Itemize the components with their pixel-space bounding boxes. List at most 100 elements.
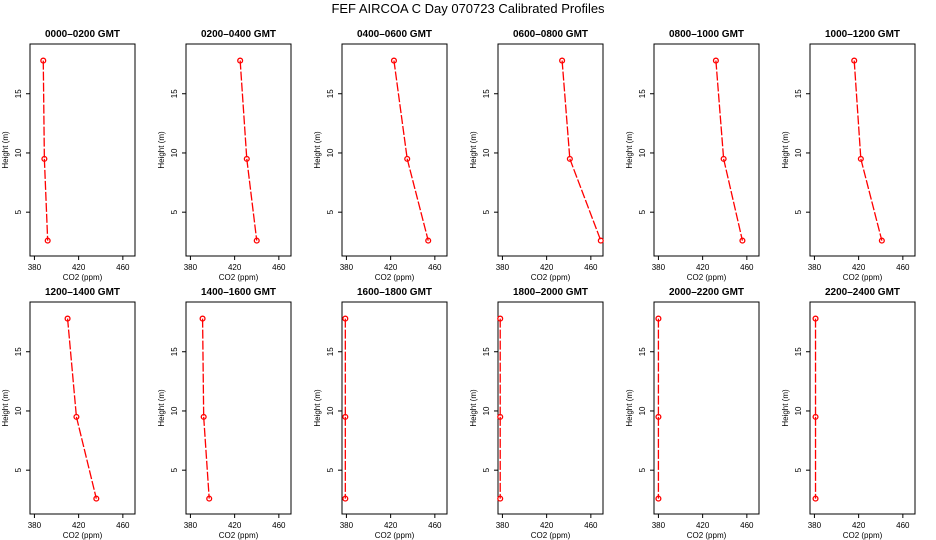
profile-data-point	[40, 57, 47, 64]
profile-line-segment	[722, 158, 744, 241]
profile-data-point	[206, 495, 213, 502]
y-tick-label: 10	[14, 148, 23, 157]
panel-title: 1800–2000 GMT	[513, 287, 588, 298]
profile-data-point	[404, 155, 411, 162]
x-tick-label: 420	[384, 521, 398, 530]
y-axis-label: Height (m)	[313, 131, 322, 169]
profile-data-point	[64, 315, 71, 322]
y-tick-label: 10	[326, 148, 335, 157]
x-tick-label: 420	[852, 263, 866, 272]
y-tick-label: 10	[326, 406, 335, 415]
x-tick-label: 380	[652, 263, 666, 272]
profile-data-point	[237, 57, 244, 64]
profile-line-segment	[860, 158, 883, 241]
plot-frame	[653, 301, 760, 515]
y-tick-label: 5	[170, 467, 179, 472]
x-axis-label: CO2 (ppm)	[843, 531, 883, 540]
profile-panel: 0600–0800 GMT 380 420 460 5 10 15 CO2 (ppm) Heig…	[469, 29, 604, 282]
y-tick-label: 5	[170, 209, 179, 214]
profile-data-point	[655, 495, 662, 502]
panel-title: 0200–0400 GMT	[201, 29, 276, 40]
y-axis-label: Height (m)	[625, 131, 634, 169]
x-tick-label: 460	[116, 263, 130, 272]
y-tick-label: 10	[638, 406, 647, 415]
y-axis-label: Height (m)	[1, 131, 10, 169]
profile-line-segment	[569, 158, 602, 241]
y-axis-label: Height (m)	[469, 131, 478, 169]
y-axis-label: Height (m)	[157, 131, 166, 169]
y-tick-label: 10	[482, 148, 491, 157]
profile-line-segment	[75, 416, 97, 499]
profile-panel: 0000–0200 GMT 380 420 460 5 10 15 CO2 (ppm) Heig…	[1, 29, 136, 282]
x-axis-label: CO2 (ppm)	[531, 531, 571, 540]
panel-title: 1200–1400 GMT	[45, 287, 120, 298]
plot-frame	[341, 301, 448, 515]
x-axis-label: CO2 (ppm)	[375, 273, 415, 282]
y-tick-label: 5	[794, 209, 803, 214]
panel-title: 1400–1600 GMT	[201, 287, 276, 298]
x-tick-label: 380	[28, 521, 42, 530]
x-axis-label: CO2 (ppm)	[63, 273, 103, 282]
panel-title: 2000–2200 GMT	[669, 287, 744, 298]
profile-data-point	[243, 155, 250, 162]
x-tick-label: 380	[184, 263, 198, 272]
panel-title: 0800–1000 GMT	[669, 29, 744, 40]
profile-line-segment	[66, 318, 78, 417]
y-tick-label: 15	[14, 347, 23, 356]
x-axis-label: CO2 (ppm)	[63, 531, 103, 540]
profile-data-point	[342, 413, 349, 420]
x-tick-label: 460	[428, 521, 442, 530]
profile-data-point	[712, 57, 719, 64]
profile-line-segment	[43, 158, 49, 241]
panel-title: 0600–0800 GMT	[513, 29, 588, 40]
x-tick-label: 460	[896, 263, 910, 272]
y-axis-label: Height (m)	[313, 389, 322, 427]
x-tick-label: 420	[228, 521, 242, 530]
profile-data-point	[73, 413, 80, 420]
y-tick-label: 10	[170, 406, 179, 415]
profile-data-point	[655, 413, 662, 420]
x-tick-label: 420	[384, 263, 398, 272]
profile-panel: 0400–0600 GMT 380 420 460 5 10 15 CO2 (ppm) Heig…	[313, 29, 448, 282]
profile-data-point	[253, 237, 260, 244]
y-tick-label: 15	[326, 347, 335, 356]
x-tick-label: 380	[184, 521, 198, 530]
y-tick-label: 5	[14, 467, 23, 472]
x-tick-label: 420	[696, 521, 710, 530]
profile-panel: 2000–2200 GMT 380 420 460 5 10 15 CO2 (ppm) Heig…	[625, 287, 760, 540]
profile-data-point	[44, 237, 51, 244]
y-tick-label: 15	[170, 347, 179, 356]
profile-data-point	[425, 237, 432, 244]
plot-frame	[497, 301, 604, 515]
x-axis-label: CO2 (ppm)	[687, 531, 727, 540]
x-tick-label: 380	[808, 263, 822, 272]
x-tick-label: 380	[808, 521, 822, 530]
profile-line-segment	[715, 60, 725, 159]
x-axis-label: CO2 (ppm)	[687, 273, 727, 282]
x-tick-label: 420	[852, 521, 866, 530]
x-axis-label: CO2 (ppm)	[219, 531, 259, 540]
y-axis-label: Height (m)	[781, 389, 790, 427]
x-tick-label: 460	[116, 521, 130, 530]
y-tick-label: 15	[638, 89, 647, 98]
x-tick-label: 420	[540, 521, 554, 530]
y-tick-label: 10	[170, 148, 179, 157]
y-tick-label: 15	[794, 89, 803, 98]
x-tick-label: 460	[740, 263, 754, 272]
panel-title: 2200–2400 GMT	[825, 287, 900, 298]
y-tick-label: 5	[482, 209, 491, 214]
y-tick-label: 15	[326, 89, 335, 98]
x-tick-label: 380	[340, 521, 354, 530]
profile-data-point	[93, 495, 100, 502]
profile-line-segment	[246, 158, 258, 241]
profile-panel: 0200–0400 GMT 380 420 460 5 10 15 CO2 (ppm) Heig…	[157, 29, 292, 282]
y-axis-label: Height (m)	[469, 389, 478, 427]
profile-panel: 1800–2000 GMT 380 420 460 5 10 15 CO2 (ppm) Heig…	[469, 287, 604, 540]
profile-data-point	[497, 413, 504, 420]
profile-line-segment	[203, 416, 210, 499]
y-tick-label: 15	[482, 347, 491, 356]
x-tick-label: 420	[228, 263, 242, 272]
x-tick-label: 380	[496, 521, 510, 530]
y-tick-label: 5	[326, 209, 335, 214]
x-tick-label: 420	[540, 263, 554, 272]
